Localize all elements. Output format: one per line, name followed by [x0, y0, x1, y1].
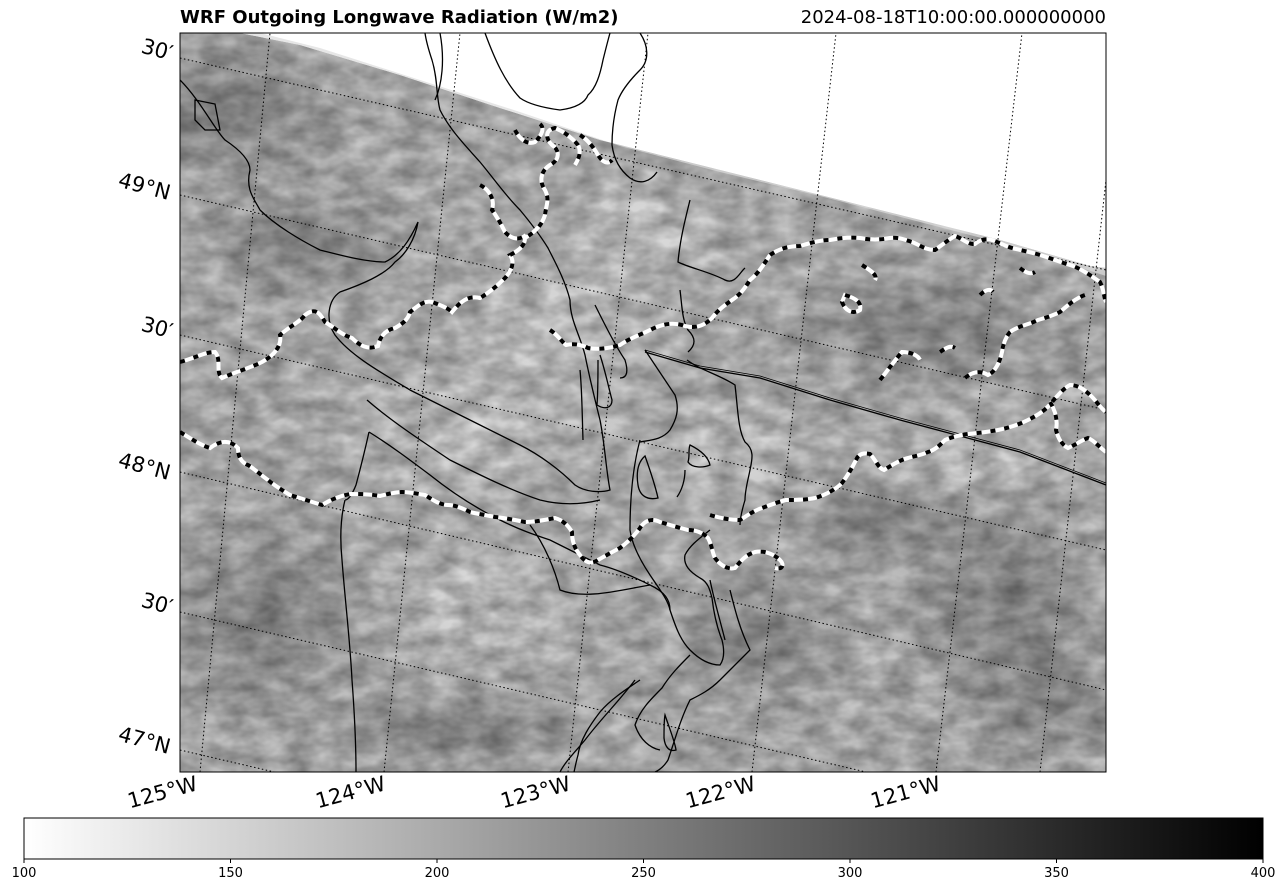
contour-line	[1018, 266, 1037, 276]
no-data-region	[180, 33, 1106, 268]
contour-line	[180, 125, 582, 381]
contour-line	[479, 183, 528, 241]
plot-frame	[179, 32, 1107, 773]
contour-line	[548, 253, 772, 351]
colorbar-tick-label: 400	[1250, 866, 1276, 881]
coastlines	[180, 33, 1106, 772]
map-title: WRF Outgoing Longwave Radiation (W/m2)	[180, 7, 619, 28]
contour-line	[978, 287, 995, 297]
contour-line	[878, 349, 922, 382]
contour-line	[963, 293, 1086, 380]
map-timestamp: 2024-08-18T10:00:00.000000000	[800, 7, 1106, 28]
contour-line	[1048, 400, 1106, 454]
colorbar	[23, 817, 1264, 860]
graticule-line	[180, 334, 1106, 551]
colorbar-ticks	[23, 859, 1264, 863]
contour-line	[513, 122, 545, 145]
graticule-line	[180, 471, 1106, 691]
colorbar-tick-label: 100	[11, 866, 37, 881]
contour-line	[180, 430, 785, 571]
graticule-line	[180, 194, 1106, 411]
contour-line	[860, 263, 878, 282]
colorbar-tick-label: 150	[218, 866, 243, 881]
olr-field	[180, 33, 1106, 772]
colorbar-tick-label: 300	[837, 866, 863, 881]
colorbar-tick-label: 250	[631, 866, 656, 881]
colorbar-tick-label: 200	[424, 866, 450, 881]
olr-contours	[180, 122, 1106, 571]
contour-line	[839, 292, 863, 314]
contour-line	[938, 344, 957, 354]
contour-line	[768, 233, 1106, 303]
colorbar-tick-label: 350	[1044, 866, 1069, 881]
contour-line	[578, 133, 614, 165]
